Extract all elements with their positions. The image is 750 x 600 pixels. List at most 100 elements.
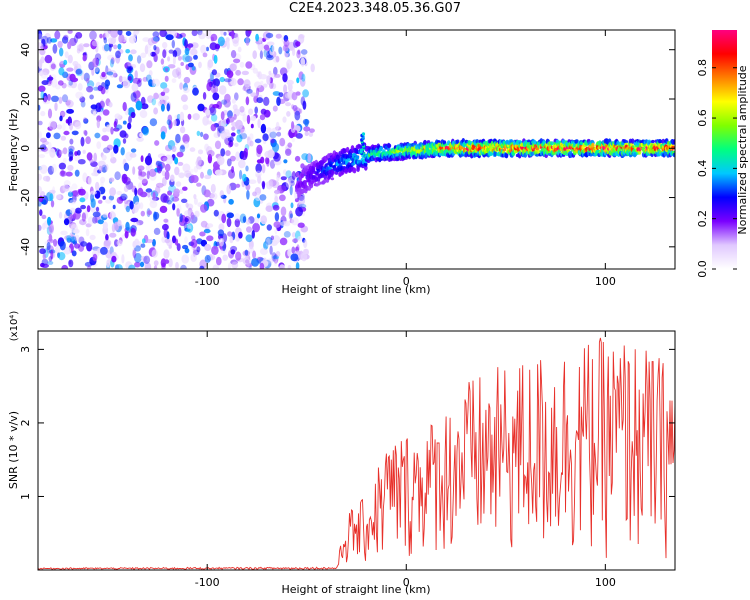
noise-blob xyxy=(254,106,258,114)
noise-blob xyxy=(174,166,180,176)
snr-series-line xyxy=(38,337,675,570)
noise-blob xyxy=(139,202,144,210)
noise-blob xyxy=(108,177,115,183)
noise-blob xyxy=(151,98,157,106)
noise-blob xyxy=(55,84,61,90)
trace-blob xyxy=(624,140,629,144)
noise-blob xyxy=(245,36,250,46)
noise-blob xyxy=(217,229,225,237)
noise-blob xyxy=(218,223,225,231)
noise-blob xyxy=(121,192,126,200)
noise-blob xyxy=(61,36,69,44)
noise-blob xyxy=(101,71,106,78)
noise-blob xyxy=(147,48,153,57)
noise-blob xyxy=(217,36,225,47)
colorbar-gradient xyxy=(712,30,737,269)
noise-blob xyxy=(76,44,84,52)
noise-blob xyxy=(51,95,59,103)
noise-blob xyxy=(211,245,219,255)
noise-blob xyxy=(212,78,216,89)
noise-blob xyxy=(160,58,165,65)
trace-blob xyxy=(356,166,360,172)
noise-blob xyxy=(235,151,241,161)
noise-blob xyxy=(303,239,308,249)
noise-blob xyxy=(38,224,42,231)
noise-blob xyxy=(273,258,278,267)
noise-blob xyxy=(234,218,240,228)
noise-blob xyxy=(54,30,61,40)
noise-blob xyxy=(149,200,158,209)
noise-blob xyxy=(299,77,306,87)
noise-blob xyxy=(261,180,266,188)
noise-blob xyxy=(202,116,209,126)
noise-blob xyxy=(295,41,301,47)
noise-blob xyxy=(41,263,49,268)
noise-blob xyxy=(193,197,198,205)
noise-blob xyxy=(265,236,273,245)
noise-blob xyxy=(86,86,94,93)
noise-blob xyxy=(122,138,127,144)
noise-blob xyxy=(140,243,146,248)
noise-blob xyxy=(140,103,149,110)
trace-blob xyxy=(331,170,335,175)
trace-blob xyxy=(343,148,347,154)
noise-blob xyxy=(163,228,168,239)
noise-blob xyxy=(146,170,150,180)
noise-blob xyxy=(140,155,144,163)
noise-blob xyxy=(271,127,279,132)
noise-blob xyxy=(251,258,260,267)
noise-blob xyxy=(213,209,219,217)
noise-blob xyxy=(245,87,250,96)
noise-blob xyxy=(286,59,293,70)
noise-blob xyxy=(263,96,270,106)
y-tick-label: 40 xyxy=(19,43,32,57)
noise-blob xyxy=(171,78,177,83)
noise-blob xyxy=(106,259,110,268)
noise-blob xyxy=(83,43,90,48)
noise-blob xyxy=(167,190,173,196)
noise-blob xyxy=(54,102,58,111)
noise-blob xyxy=(70,80,77,89)
noise-blob xyxy=(182,53,190,63)
noise-blob xyxy=(118,34,125,44)
noise-blob xyxy=(282,116,287,123)
noise-blob xyxy=(95,181,100,191)
noise-blob xyxy=(63,59,68,66)
noise-blob xyxy=(291,232,296,238)
noise-blob xyxy=(153,265,158,269)
noise-blob xyxy=(199,231,206,237)
noise-blob xyxy=(176,203,182,214)
noise-blob xyxy=(114,113,121,120)
noise-blob xyxy=(297,195,306,206)
noise-blob xyxy=(186,222,194,233)
noise-blob xyxy=(190,212,195,220)
noise-blob xyxy=(245,234,253,243)
noise-blob xyxy=(102,195,106,200)
noise-blob xyxy=(48,120,57,130)
noise-blob xyxy=(68,198,74,203)
noise-blob xyxy=(160,131,166,140)
noise-blob xyxy=(250,123,254,129)
snr-axes: -100 0 100 1 2 3 xyxy=(19,331,675,589)
noise-blob xyxy=(300,163,305,169)
noise-blob xyxy=(175,181,182,187)
noise-blob xyxy=(63,218,70,226)
noise-blob xyxy=(304,131,309,137)
noise-blob xyxy=(262,257,268,267)
noise-blob xyxy=(87,216,95,225)
noise-blob xyxy=(165,34,174,41)
noise-blob xyxy=(133,30,140,35)
noise-blob xyxy=(145,239,154,244)
noise-blob xyxy=(47,216,52,226)
noise-blob xyxy=(59,59,64,65)
noise-blob xyxy=(260,108,267,115)
noise-blob xyxy=(48,255,53,262)
noise-blob xyxy=(304,119,309,127)
noise-blob xyxy=(153,107,159,115)
noise-blob xyxy=(173,119,177,127)
noise-blob xyxy=(166,199,172,205)
noise-blob xyxy=(143,255,151,264)
noise-blob xyxy=(209,42,218,51)
noise-blob xyxy=(248,108,254,115)
noise-blob xyxy=(164,75,169,82)
